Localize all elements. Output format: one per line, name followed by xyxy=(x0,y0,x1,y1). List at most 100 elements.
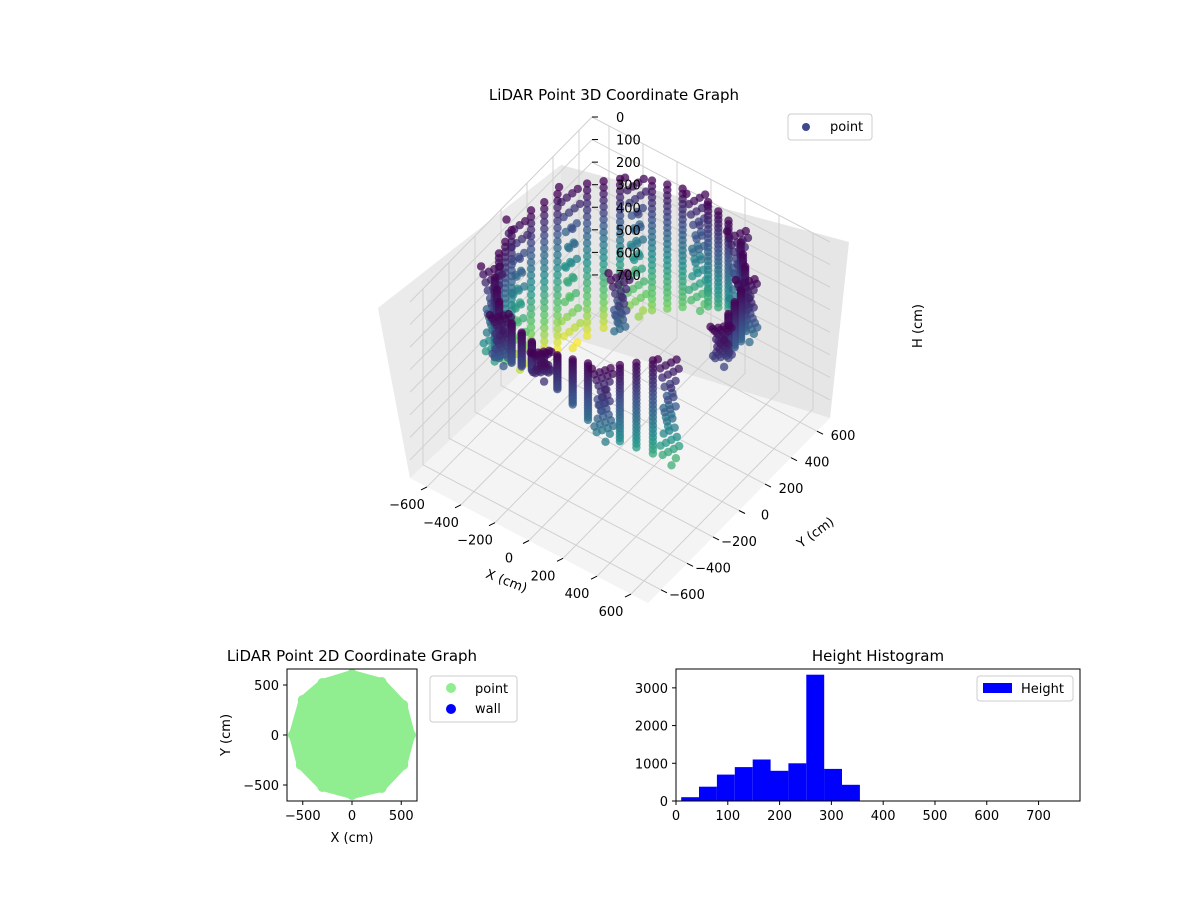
data-point xyxy=(745,294,754,303)
data-point xyxy=(526,271,536,280)
data-point xyxy=(599,215,608,224)
y-tick xyxy=(790,457,798,462)
data-point xyxy=(507,289,516,298)
x-tick-label: 400 xyxy=(565,587,590,602)
data-point xyxy=(553,223,562,232)
y-tick-label: 600 xyxy=(831,429,856,444)
legend-box xyxy=(787,113,873,141)
data-point xyxy=(540,330,549,339)
data-point xyxy=(599,279,608,288)
x-tick-label-hist: 600 xyxy=(974,809,999,824)
legend-height-label: Height xyxy=(1021,682,1064,697)
data-point xyxy=(582,285,592,294)
data-point xyxy=(599,177,608,186)
data-point xyxy=(745,337,754,347)
data-point xyxy=(540,231,549,240)
data-point xyxy=(606,364,615,373)
data-point xyxy=(575,199,585,209)
data-point xyxy=(540,211,549,220)
data-point xyxy=(599,304,608,313)
data-point xyxy=(526,238,536,247)
data-point xyxy=(582,318,592,327)
y-tick-label: 0 xyxy=(761,509,769,524)
data-point-2d xyxy=(398,760,409,770)
data-point xyxy=(507,243,516,252)
data-point xyxy=(540,323,549,333)
data-point xyxy=(615,229,625,239)
data-point xyxy=(526,258,536,267)
data-point xyxy=(703,302,713,311)
data-point xyxy=(526,251,536,260)
data-point xyxy=(553,297,562,307)
y-tick xyxy=(686,562,694,567)
x-tick xyxy=(420,486,428,491)
chart-2d: LiDAR Point 2D Coordinate Graph −500 0 500… xyxy=(219,647,518,846)
data-point xyxy=(553,230,562,239)
data-point xyxy=(520,248,529,258)
data-point xyxy=(695,221,704,230)
histogram-bar xyxy=(716,774,735,801)
data-point-2d xyxy=(398,700,409,710)
data-point xyxy=(582,219,592,228)
data-point xyxy=(599,285,608,294)
data-point xyxy=(619,299,629,308)
x-tick xyxy=(556,557,564,562)
x-tick-label: 0 xyxy=(505,552,513,567)
data-point xyxy=(663,304,672,313)
ticks-hist: 0 100 200 300 400 500 600 700 0 1000 2000 3000 xyxy=(635,682,1051,824)
data-point xyxy=(638,306,648,315)
data-point xyxy=(572,254,582,264)
histogram-bar xyxy=(681,797,700,801)
y-tick xyxy=(712,536,720,541)
data-point-2d xyxy=(347,669,357,679)
data-point xyxy=(507,272,516,281)
data-point xyxy=(615,174,625,184)
data-point xyxy=(736,337,746,346)
data-point xyxy=(582,225,592,235)
data-point xyxy=(582,278,592,288)
data-point xyxy=(507,358,516,367)
x-tick xyxy=(624,593,632,598)
data-point xyxy=(540,198,549,207)
data-point xyxy=(599,298,608,307)
data-point xyxy=(672,432,682,442)
legend-wall-label-2d: wall xyxy=(475,702,501,717)
data-point xyxy=(701,190,710,199)
data-point xyxy=(638,235,648,244)
data-point xyxy=(485,310,495,320)
data-point xyxy=(622,306,631,315)
y-tick-label: −600 xyxy=(669,588,705,603)
data-point xyxy=(545,346,554,355)
data-point xyxy=(615,193,625,202)
data-point xyxy=(671,454,681,463)
data-point xyxy=(582,179,592,188)
y-tick-label-2d: −500 xyxy=(243,779,279,794)
legend-height-patch xyxy=(983,683,1012,693)
data-point xyxy=(582,298,592,307)
histogram-bars xyxy=(681,674,860,801)
data-point xyxy=(553,311,562,320)
data-point xyxy=(540,257,549,266)
data-point xyxy=(519,314,528,323)
data-point xyxy=(674,364,683,373)
bottom-pane xyxy=(410,335,830,603)
data-point xyxy=(615,186,625,196)
chart-2d-title: LiDAR Point 2D Coordinate Graph xyxy=(227,647,477,665)
data-point xyxy=(507,254,516,264)
data-point xyxy=(696,255,706,264)
data-point xyxy=(638,203,647,213)
data-point xyxy=(582,311,592,321)
data-point xyxy=(554,182,564,192)
data-point xyxy=(540,297,549,306)
data-point xyxy=(582,205,592,215)
data-point-2d xyxy=(347,790,357,800)
z-tick-label: 300 xyxy=(616,179,641,194)
data-point xyxy=(497,270,507,279)
data-point xyxy=(615,180,625,190)
legend-point-label: point xyxy=(830,120,863,135)
y-tick xyxy=(660,589,668,594)
data-point xyxy=(582,192,592,201)
data-point-2d xyxy=(297,695,308,705)
z-tick-label: 0 xyxy=(616,111,624,126)
data-point xyxy=(599,228,608,237)
